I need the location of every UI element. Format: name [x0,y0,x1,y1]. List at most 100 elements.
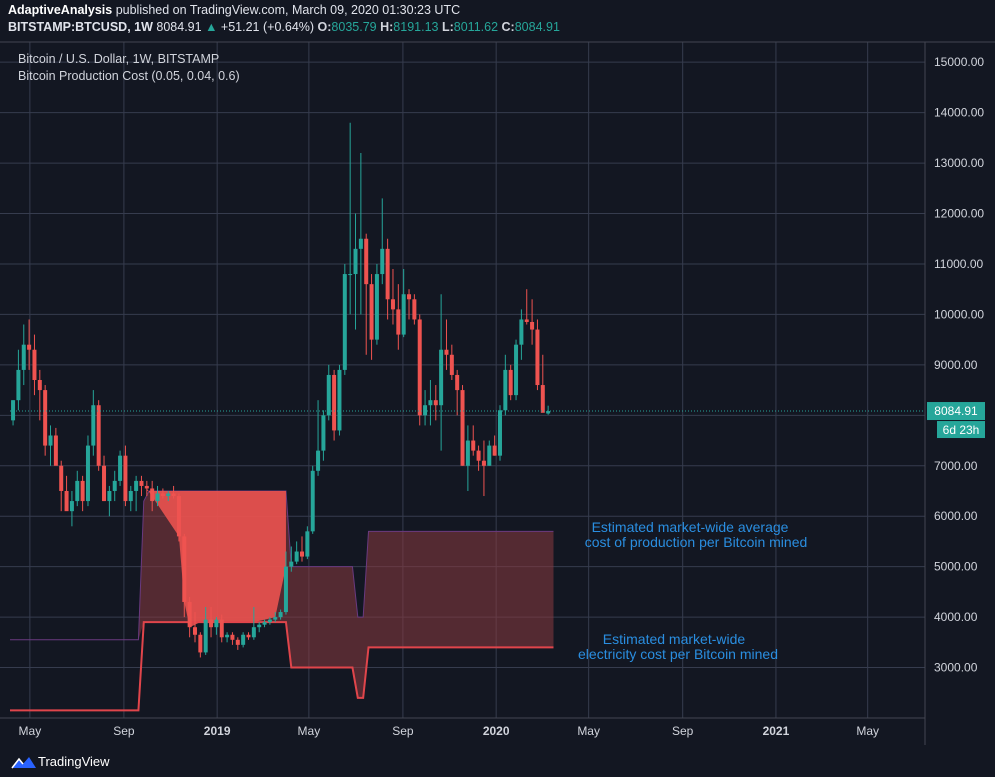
candle-body [444,349,449,355]
low-label: L: [441,20,454,34]
candle-body [508,369,513,396]
indicator-legend[interactable]: Bitcoin Production Cost (0.05, 0.04, 0.6… [18,69,240,83]
y-tick-label: 5000.00 [934,560,978,574]
open-value: 8035.79 [331,20,377,34]
candle-body [332,374,337,431]
candle-body [27,344,32,350]
candle-body [43,390,48,446]
tradingview-brand[interactable]: TradingView [38,754,110,769]
y-tick-label: 13000.00 [934,156,984,170]
candle-body [235,639,240,645]
candle-body [369,284,374,340]
candle-body [380,248,385,275]
candle-body [476,450,481,461]
candle-body [540,385,545,413]
chart-frame [0,41,995,745]
y-tick-label: 9000.00 [934,358,978,372]
candle-body [64,490,69,512]
publish-info: AdaptiveAnalysis published on TradingVie… [8,3,460,17]
close-label: C: [501,20,515,34]
candle-body [118,455,123,481]
candle-body [75,480,80,502]
candle-body [112,480,117,491]
close-value: 8084.91 [514,20,560,34]
candle-body [326,374,331,416]
candle-body [348,274,353,276]
candle-body [465,440,470,466]
x-tick-label: 2021 [763,724,790,738]
candle-body [530,321,535,330]
price-chart[interactable]: 3000.004000.005000.006000.007000.008000.… [0,0,995,745]
production-annotation-line2: cost of production per Bitcoin mined [585,534,808,550]
y-tick-label: 15000.00 [934,55,984,69]
candle-body [316,450,321,471]
candle-body [123,455,128,502]
candle-body [364,238,369,285]
countdown-text: 6d 23h [943,423,980,437]
candle-body [21,344,26,370]
candle-body [241,634,246,645]
candle-body [321,415,326,451]
candle-body [433,400,438,406]
candle-body [524,319,529,322]
candle-body [417,319,422,416]
candle-body [300,551,305,557]
series-legend[interactable]: Bitcoin / U.S. Dollar, 1W, BITSTAMP [18,52,220,66]
y-tick-label: 12000.00 [934,207,984,221]
candle-body [139,480,144,486]
publish-text: published on TradingView.com, March 09, … [112,3,461,17]
candle-body [128,490,133,502]
countdown-tag [937,421,985,439]
high-label: H: [380,20,394,34]
candle-body [144,485,149,489]
candle-body [171,493,176,497]
x-tick-label: May [298,724,321,738]
production-cost-fill [10,490,554,698]
candle-body [102,465,107,502]
change-value: +51.21 (+0.64%) [220,20,315,34]
x-tick-label: 2019 [204,724,231,738]
candle-body [546,411,551,414]
candle-body [150,488,155,502]
annotations: Estimated market-wide average cost of pr… [578,519,807,662]
candle-body [219,619,224,638]
candle-body [251,627,256,638]
y-tick-label: 4000.00 [934,610,978,624]
x-tick-label: May [856,724,879,738]
candle-body [16,369,21,401]
y-tick-label: 11000.00 [934,257,983,271]
candle-body [160,493,165,497]
candle-body [59,465,64,491]
candlestick-series [11,122,551,658]
candle-body [449,354,454,375]
candle-body [48,435,53,446]
production-cost-band [10,488,554,712]
electricity-cost-line [10,621,554,712]
x-tick-label: May [577,724,600,738]
tradingview-logo-icon[interactable] [11,755,37,769]
candle-body [342,274,347,370]
candle-body [401,294,406,335]
candle-body [390,299,395,310]
candle-body [455,374,460,391]
candle-body [353,248,358,275]
candle-body [225,634,230,638]
y-tick-label: 7000.00 [934,459,978,473]
candle-body [374,274,379,340]
author-name[interactable]: AdaptiveAnalysis [8,3,113,17]
candle-body [203,619,208,653]
high-value: 8191.13 [393,20,439,34]
electricity-annotation-line1: Estimated market-wide [603,631,746,647]
time-axis[interactable]: May Sep 2019 May Sep 2020 May Sep 2021 May [19,724,879,738]
candle-body [166,493,171,497]
candle-body [11,400,16,421]
last-price-marker: 8084.91 6d 23h [10,402,985,439]
symbol-name[interactable]: BITSTAMP:BTCUSD, 1W [8,20,153,34]
candle-body [407,294,412,300]
candle-body [257,624,262,628]
candle-body [69,501,74,512]
candle-body [460,390,465,466]
candle-body [471,440,476,451]
change-arrow-icon: ▲ [205,20,218,34]
candle-body [198,634,203,653]
